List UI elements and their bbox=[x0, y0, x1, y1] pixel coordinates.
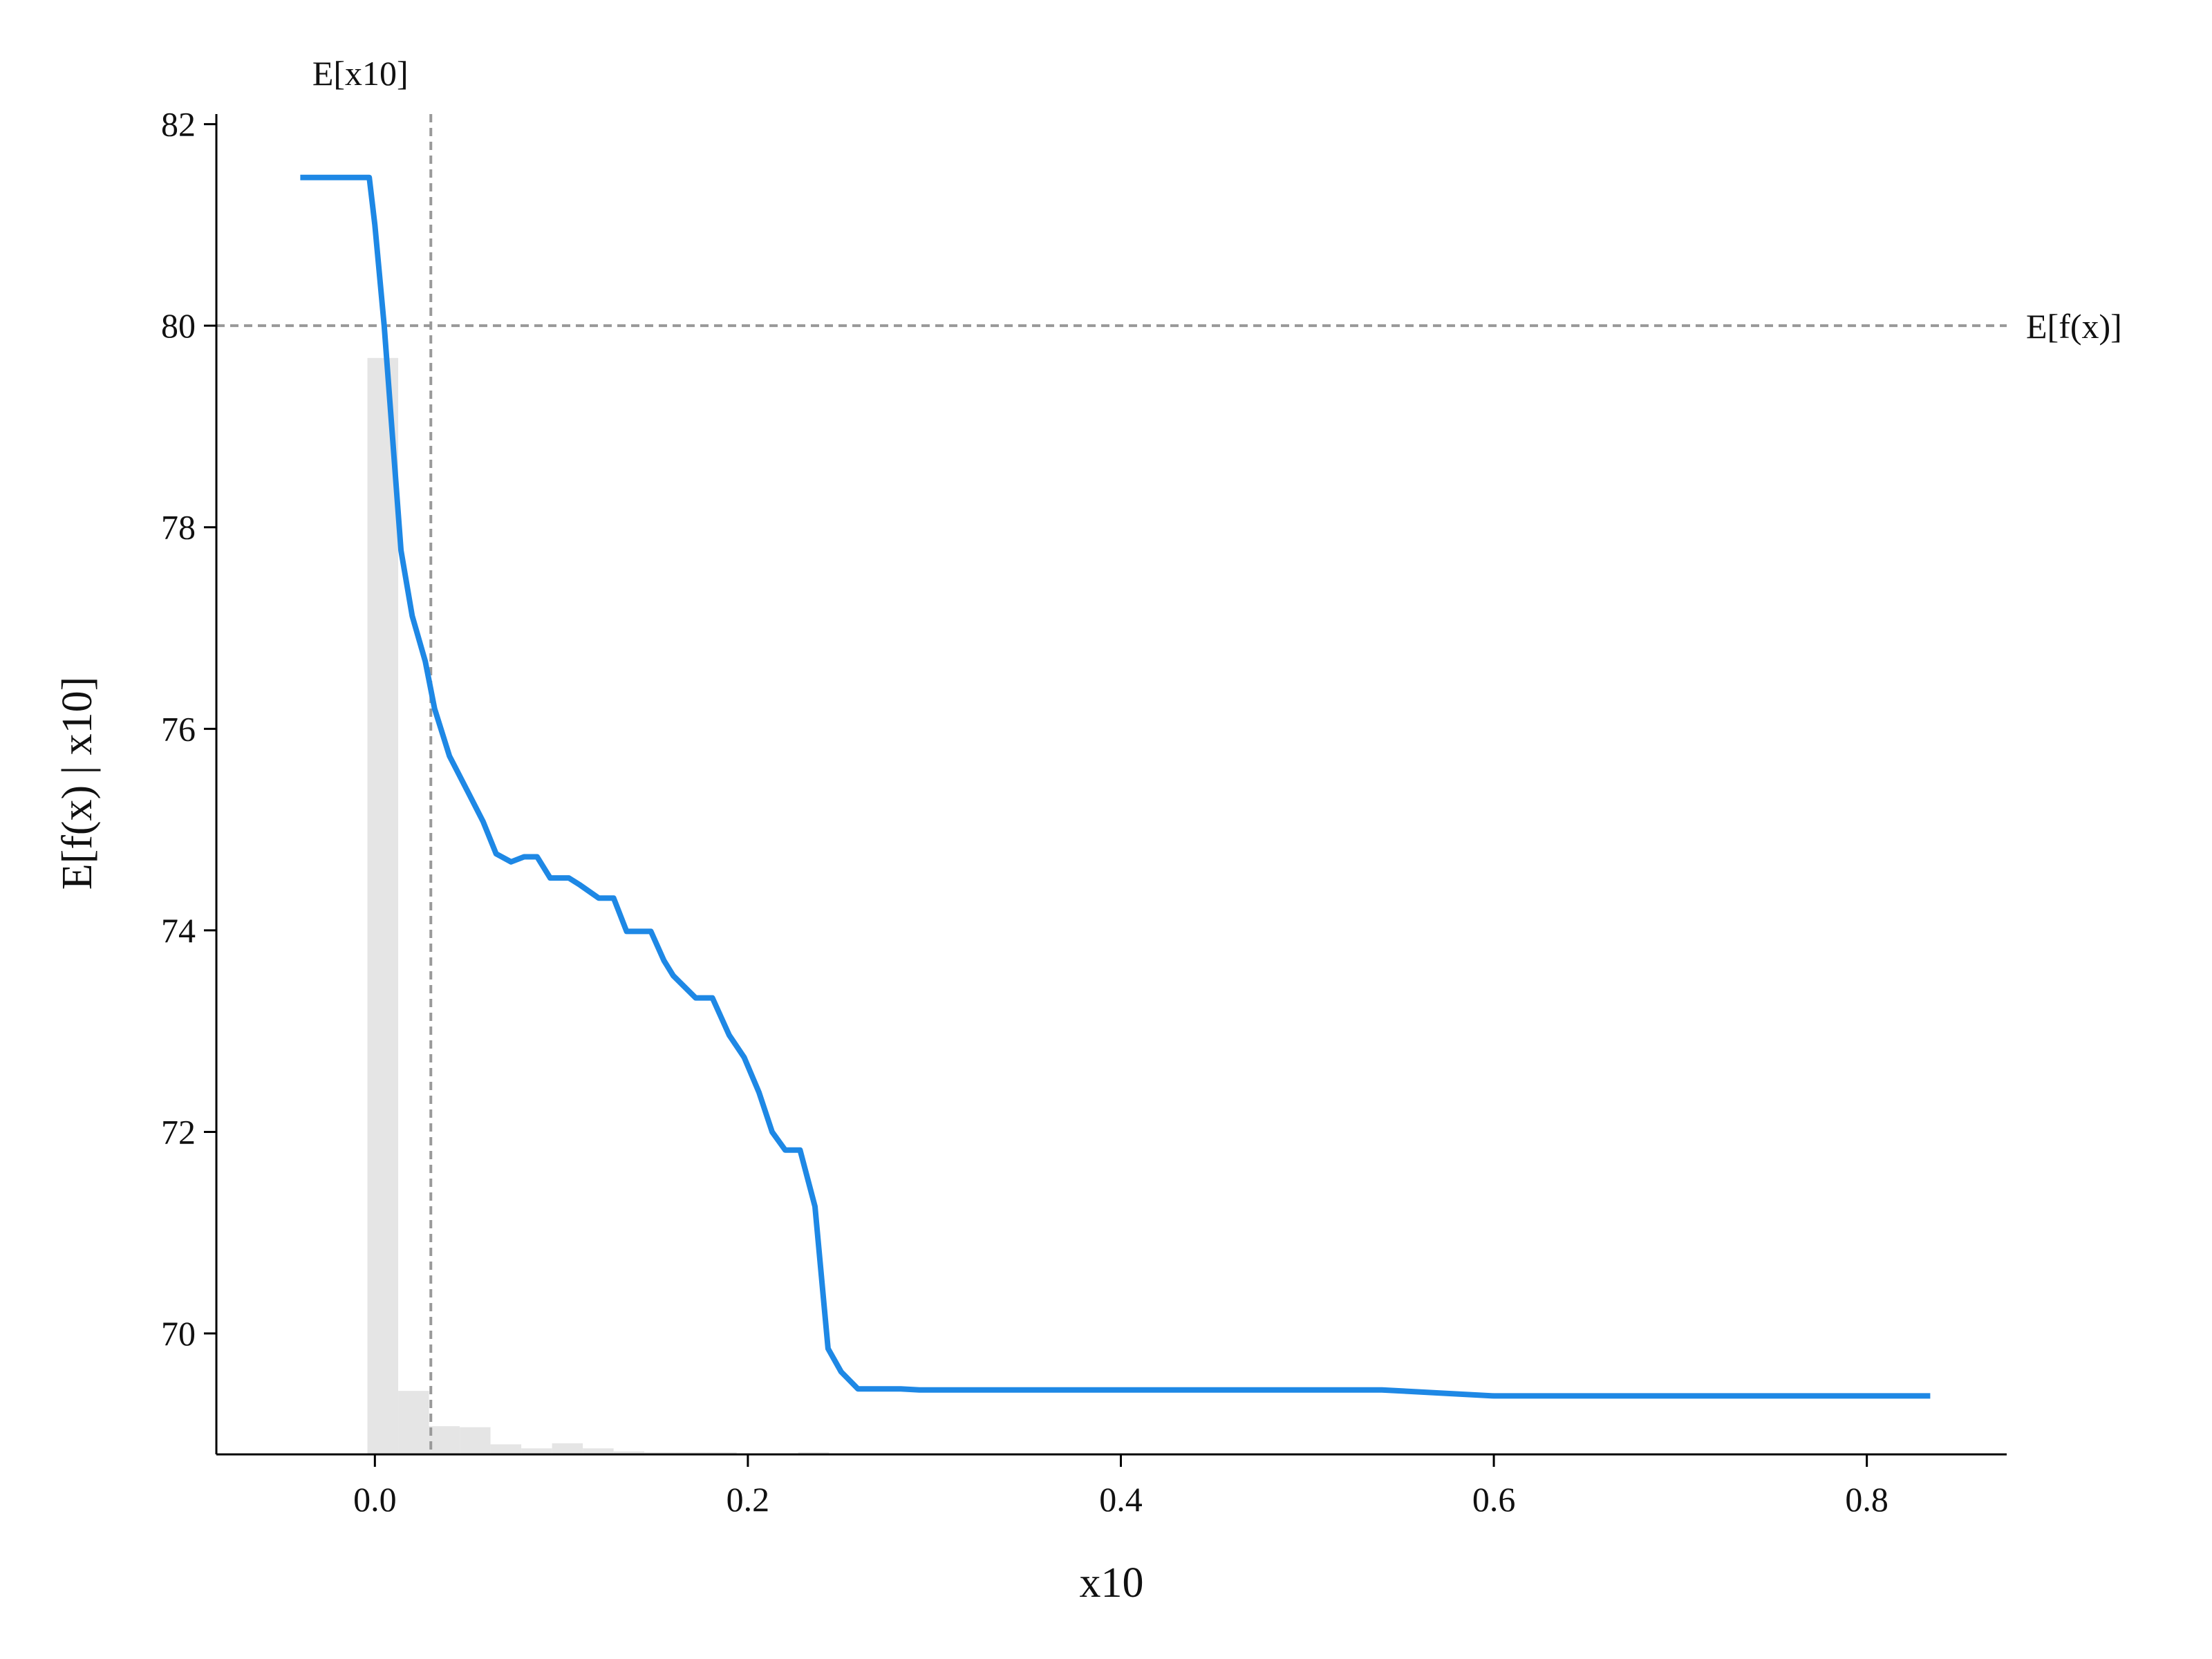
histogram-bar-8 bbox=[613, 1451, 645, 1454]
y-tick-label: 80 bbox=[161, 306, 196, 345]
y-ticks: 70 72 74 76 78 80 82 bbox=[161, 105, 216, 1353]
histogram-bar-1 bbox=[398, 1391, 429, 1454]
reference-lines bbox=[216, 114, 2007, 1454]
x-tick-label: 0.0 bbox=[353, 1480, 397, 1519]
series-line-0 bbox=[300, 174, 1931, 1399]
y-tick-label: 82 bbox=[161, 105, 196, 144]
x-ticks: 0.0 0.2 0.4 0.6 0.8 bbox=[353, 1454, 1888, 1519]
histogram-bar-6 bbox=[552, 1443, 583, 1454]
y-tick-label: 70 bbox=[161, 1314, 196, 1353]
x-axis-title: x10 bbox=[1080, 1559, 1144, 1606]
histogram-bar-5 bbox=[521, 1448, 552, 1454]
y-tick-label: 76 bbox=[161, 709, 196, 748]
y-tick-label: 78 bbox=[161, 508, 196, 547]
histogram-bar-4 bbox=[490, 1444, 522, 1454]
axes bbox=[215, 114, 2007, 1456]
histogram-bar-7 bbox=[583, 1448, 614, 1454]
expected-x-label: E[x10] bbox=[312, 54, 409, 93]
histogram-bar-2 bbox=[429, 1426, 460, 1454]
histogram-bar-0 bbox=[367, 357, 399, 1454]
histogram-bar-3 bbox=[460, 1427, 491, 1454]
y-tick-label: 74 bbox=[161, 911, 196, 950]
y-axis-title: E[f(x) | x10] bbox=[54, 677, 101, 890]
histogram bbox=[367, 357, 891, 1454]
x-tick-label: 0.6 bbox=[1472, 1480, 1516, 1519]
x-tick-label: 0.8 bbox=[1845, 1480, 1888, 1519]
x-tick-label: 0.4 bbox=[1099, 1480, 1143, 1519]
x-tick-label: 0.2 bbox=[727, 1480, 770, 1519]
series-layer bbox=[300, 174, 1931, 1399]
expected-fx-label: E[f(x)] bbox=[2026, 307, 2122, 346]
y-tick-label: 72 bbox=[161, 1112, 196, 1151]
